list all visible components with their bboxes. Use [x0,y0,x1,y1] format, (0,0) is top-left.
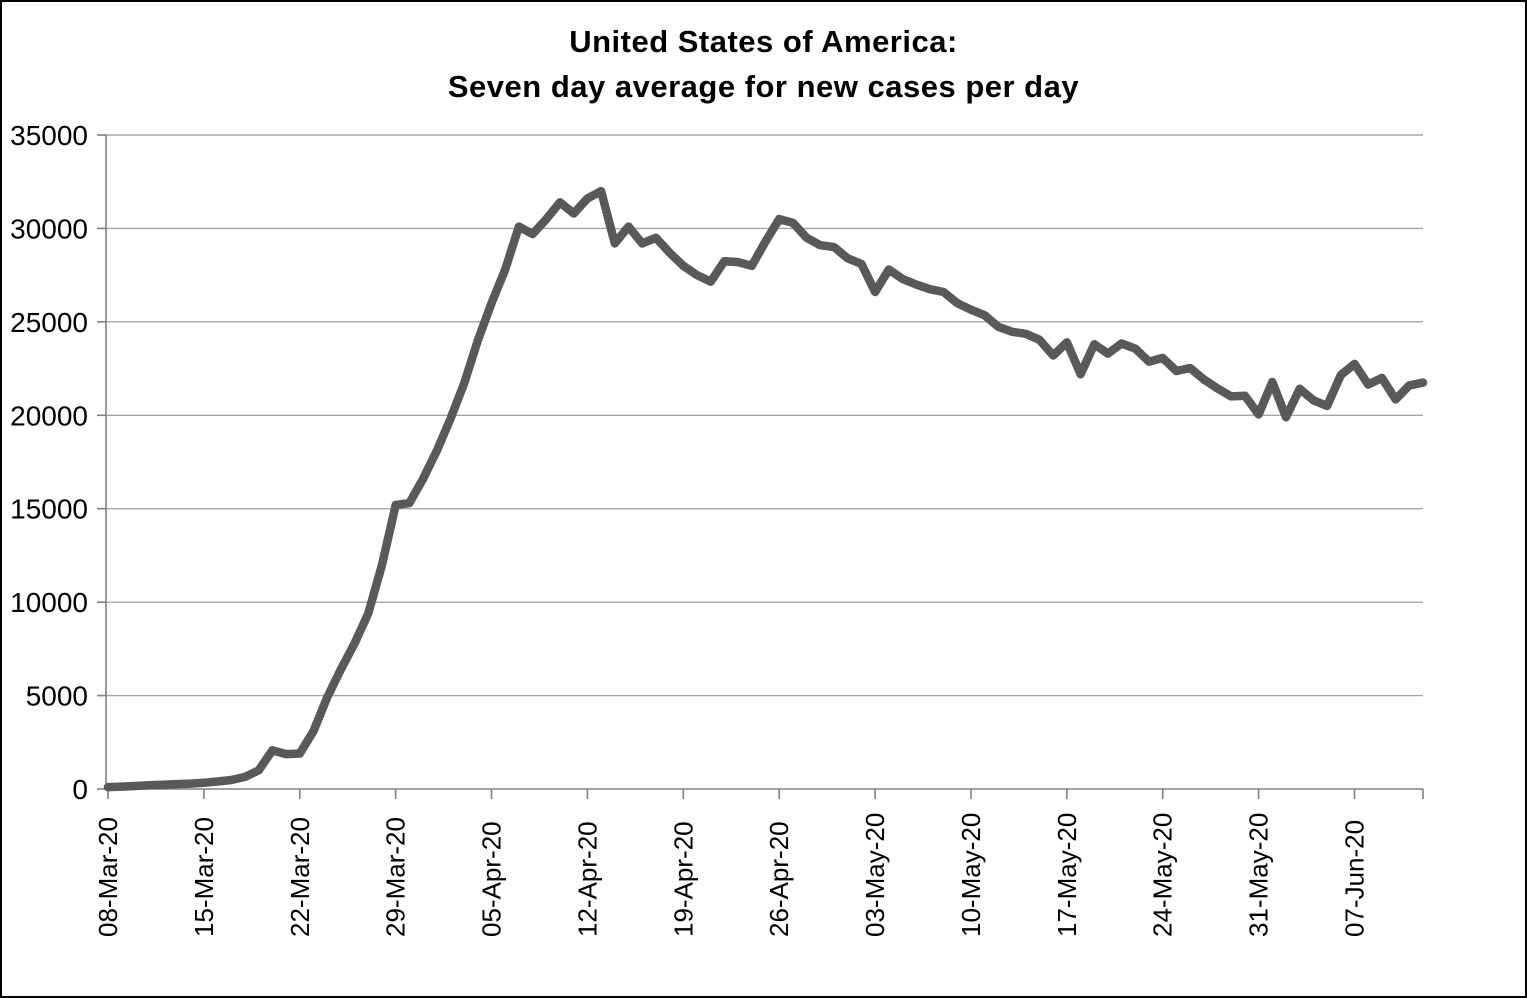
y-tick-label: 0 [72,774,88,805]
x-tick-label: 12-Apr-20 [572,821,602,937]
x-tick-label: 26-Apr-20 [764,821,794,937]
y-tick-label: 30000 [10,213,88,244]
x-tick-label: 15-Mar-20 [189,817,219,937]
x-tick-label: 22-Mar-20 [285,817,315,937]
y-tick-label: 25000 [10,307,88,338]
x-tick-label: 10-May-20 [956,813,986,937]
chart-title-line1: United States of America: [569,24,958,59]
x-tick-label: 24-May-20 [1148,813,1178,937]
x-axis-ticks: 08-Mar-20 15-Mar-20 22-Mar-20 29-Mar-20 05-A… [93,789,1424,937]
x-tick-label: 31-May-20 [1244,813,1274,937]
x-tick-label: 19-Apr-20 [668,821,698,937]
x-tick-label: 05-Apr-20 [477,821,507,937]
y-tick-label: 10000 [10,587,88,618]
chart-title-line2: Seven day average for new cases per day [447,69,1080,104]
y-tick-label: 35000 [10,120,88,151]
y-axis-ticks: 0 5000 10000 15000 20000 25000 30000 35000 [10,120,106,805]
chart-title: United States of America: Seven day aver… [2,19,1525,109]
x-tick-label: 07-Jun-20 [1340,820,1370,937]
y-tick-label: 20000 [10,400,88,431]
x-tick-label: 03-May-20 [860,813,890,937]
x-tick-label: 08-Mar-20 [93,817,123,937]
y-tick-label: 15000 [10,494,88,525]
y-tick-label: 5000 [26,681,88,712]
x-tick-label: 29-Mar-20 [381,817,411,937]
x-tick-label: 17-May-20 [1052,813,1082,937]
data-series-line [103,186,1428,792]
gridlines [106,134,1423,697]
